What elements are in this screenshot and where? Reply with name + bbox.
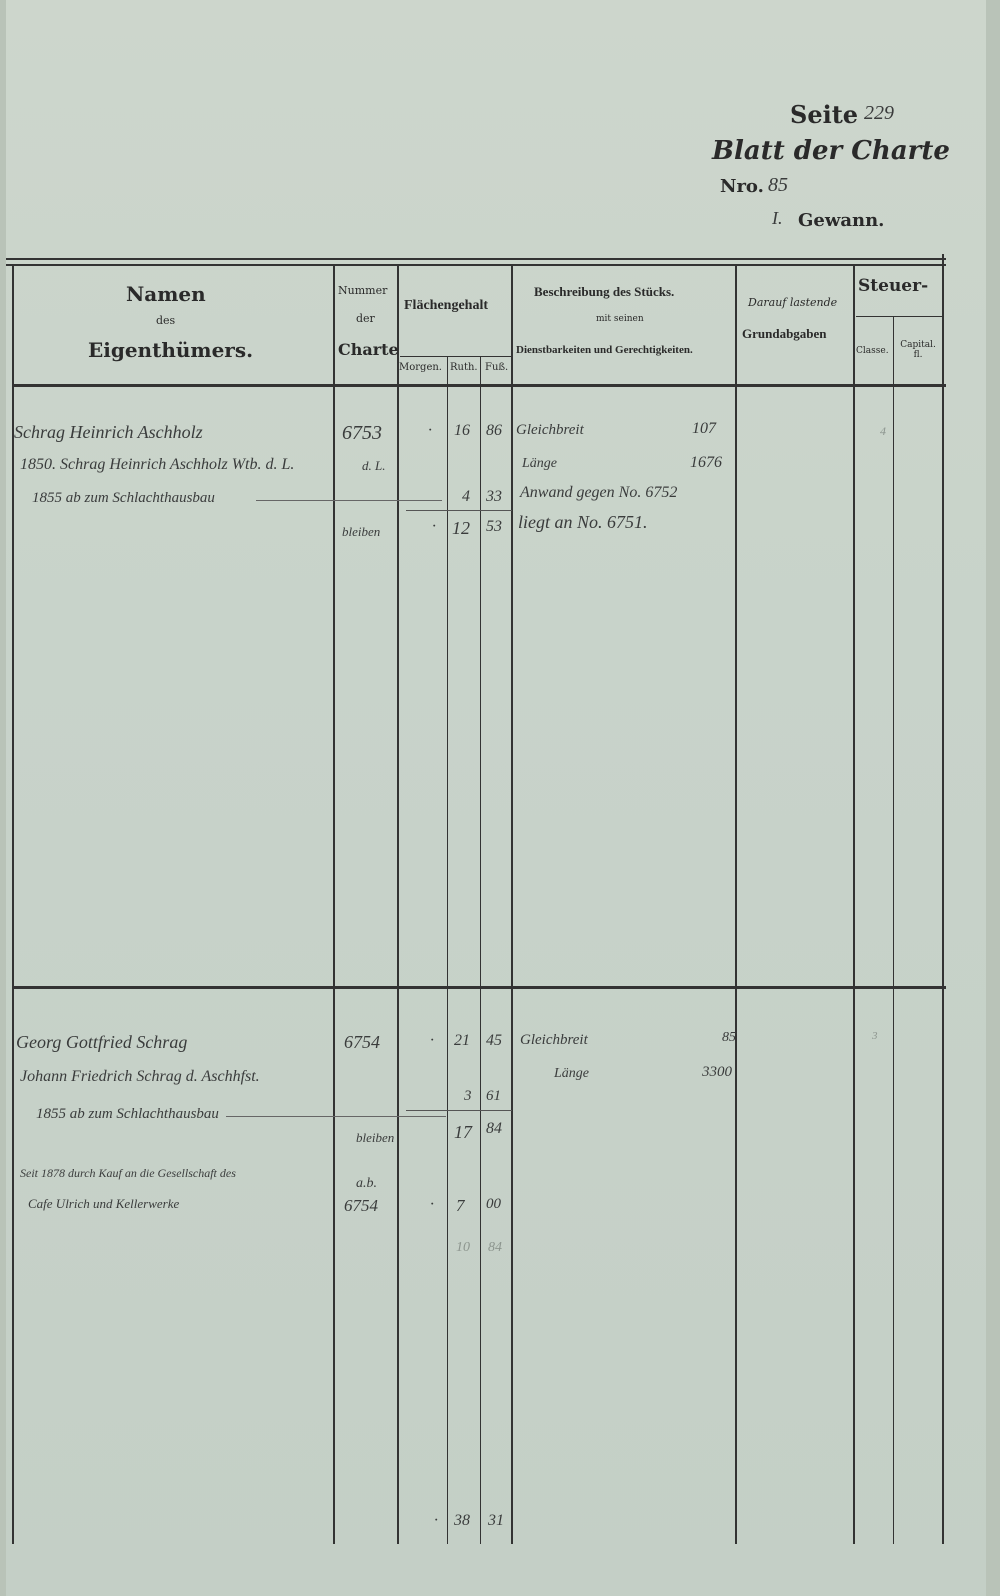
owner-note: Seit 1878 durch Kauf an die Gesellschaft… <box>20 1166 236 1180</box>
entry-divider <box>12 986 946 989</box>
total-ruth: 38 <box>454 1512 470 1529</box>
classe-heading: Classe. <box>856 346 889 356</box>
bleiben-label: bleiben <box>342 524 381 539</box>
capital-heading: Capital. fl. <box>900 340 936 360</box>
description-value: 85 <box>722 1030 736 1045</box>
charte-number: 6754 <box>344 1032 380 1052</box>
morgen-value: · <box>430 1196 434 1213</box>
fuss-value: 86 <box>486 422 502 439</box>
description-line: Anwand gegen No. 6752 <box>520 484 678 501</box>
charte-number: 6753 <box>342 422 382 444</box>
flaechen-sub-divider <box>400 356 512 357</box>
ruth-value: 10 <box>456 1240 470 1255</box>
owner-note: 1855 ab zum Schlachthausbau <box>36 1106 219 1122</box>
col-line <box>511 264 513 1544</box>
description-line: liegt an No. 6751. <box>518 512 648 532</box>
ruth-value: 12 <box>452 518 470 538</box>
description-line: Gleichbreit <box>516 422 584 438</box>
darauf-lastende: Darauf lastende <box>748 296 838 309</box>
nro-label: Nro. <box>720 176 764 197</box>
strike-line <box>256 500 442 501</box>
owner-name: Georg Gottfried Schrag <box>16 1032 188 1052</box>
nummer-heading: Nummer <box>338 284 388 297</box>
fuss-value: 53 <box>486 518 502 535</box>
beschreibung-heading: Beschreibung des Stücks. <box>534 284 675 299</box>
gewann-label: Gewann. <box>798 210 885 231</box>
ab-label: a.b. <box>356 1176 377 1191</box>
nro-value: 85 <box>768 174 788 196</box>
morgen-value: · <box>432 518 436 535</box>
classe-value: 4 <box>880 424 886 438</box>
ruth-value: 21 <box>454 1032 470 1049</box>
table-top-border <box>6 258 946 260</box>
namen-eigenthuemers: Eigenthümers. <box>88 338 254 362</box>
gewann-value: I. <box>772 208 783 228</box>
col-line <box>397 264 399 1544</box>
col-line <box>893 316 894 1544</box>
owner-note: Cafe Ulrich und Kellerwerke <box>28 1196 180 1211</box>
col-line <box>853 264 855 1544</box>
seite-label: Seite <box>790 100 859 129</box>
owner-note: 1855 ab zum Schlachthausbau <box>32 490 215 506</box>
col-line <box>333 264 335 1544</box>
ruth-value: 17 <box>454 1122 472 1142</box>
fuss-value: 33 <box>486 488 502 505</box>
strike-line <box>226 1116 446 1117</box>
col-line <box>480 356 481 1544</box>
description-line: Länge <box>554 1066 589 1081</box>
blatt-der-charte: Blatt der Charte <box>712 136 950 166</box>
ruth-value: 3 <box>464 1088 472 1104</box>
nummer-charte: Charte <box>338 340 399 359</box>
namen-des: des <box>156 314 176 327</box>
description-line: Länge <box>522 456 557 471</box>
morgen-value: · <box>428 422 432 439</box>
ledger-page: Seite 229 Blatt der Charte Nro. 85 I. Ge… <box>6 0 986 1596</box>
owner-name: 1850. Schrag Heinrich Aschholz Wtb. d. L… <box>20 456 295 473</box>
charte-number-ab: 6754 <box>344 1196 378 1215</box>
col-line <box>735 264 737 1544</box>
fuss-value: 00 <box>486 1196 501 1212</box>
ruth-value: 7 <box>456 1196 465 1215</box>
col-line <box>12 264 14 1544</box>
description-value: 1676 <box>690 454 722 471</box>
description-value: 107 <box>692 420 716 437</box>
col-line <box>942 254 944 1544</box>
fuss-heading: Fuß. <box>485 362 509 373</box>
bleiben-label: bleiben <box>356 1130 395 1145</box>
table-top-border-inner <box>6 264 946 266</box>
fuss-value: 84 <box>488 1240 502 1255</box>
charte-note: d. L. <box>362 458 386 473</box>
grundabgaben-heading: Grundabgaben <box>742 326 827 341</box>
namen-heading: Namen <box>126 282 206 306</box>
description-line: Gleichbreit <box>520 1032 588 1048</box>
description-value: 3300 <box>702 1064 732 1080</box>
morgen-value: · <box>430 1032 434 1049</box>
steuer-heading: Steuer- <box>858 276 929 296</box>
ruth-value: 16 <box>454 422 470 439</box>
beschreibung-mit-seinen: mit seinen <box>596 314 644 324</box>
col-line <box>447 356 448 1544</box>
beschreibung-dienstbarkeiten: Dienstbarkeiten und Gerechtigkeiten. <box>516 344 693 356</box>
flaechengehalt-heading: Flächengehalt <box>404 298 488 313</box>
total-morgen: · <box>434 1512 438 1529</box>
sum-line <box>406 1110 512 1111</box>
classe-value: 3 <box>872 1030 878 1042</box>
nummer-der: der <box>356 312 375 325</box>
header-bottom-border <box>12 384 946 387</box>
morgen-heading: Morgen. <box>399 362 442 373</box>
sum-line <box>406 510 512 511</box>
seite-value: 229 <box>864 102 894 124</box>
fuss-value: 45 <box>486 1032 502 1049</box>
total-fuss: 31 <box>488 1512 504 1529</box>
fuss-value: 61 <box>486 1088 501 1104</box>
ruth-heading: Ruth. <box>450 362 478 373</box>
steuer-sub-divider <box>856 316 942 317</box>
ruth-value: 4 <box>462 488 470 505</box>
owner-name: Johann Friedrich Schrag d. Aschhfst. <box>20 1068 260 1085</box>
owner-name: Schrag Heinrich Aschholz <box>14 422 203 442</box>
fuss-value: 84 <box>486 1120 502 1137</box>
